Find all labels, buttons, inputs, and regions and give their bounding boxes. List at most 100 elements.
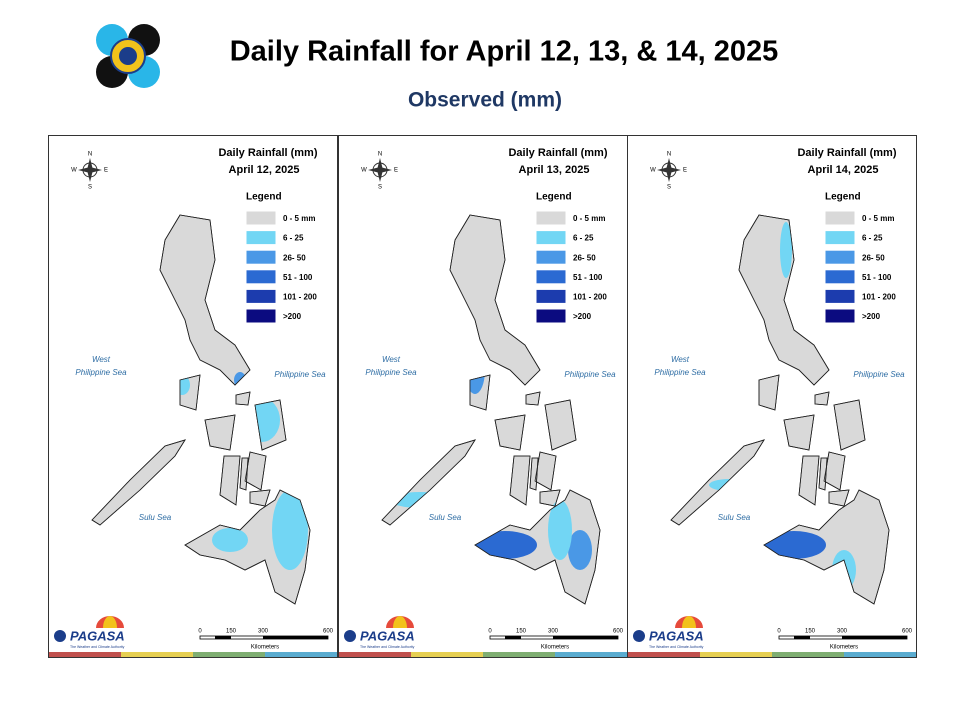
boundary	[449, 214, 541, 386]
compass-s: S	[667, 185, 671, 191]
logo-mark	[344, 630, 356, 642]
compass-e: E	[104, 168, 108, 174]
compass-s: S	[378, 185, 382, 191]
legend-label: 6 - 25	[862, 234, 883, 243]
compass-star	[78, 158, 102, 182]
boundary	[244, 451, 267, 491]
compass-n: N	[88, 152, 92, 158]
legend-label: 0 - 5 mm	[862, 214, 894, 223]
footer-stripe	[844, 652, 916, 657]
scale-segment	[215, 636, 231, 639]
legend-swatch	[535, 308, 567, 324]
boundary	[833, 399, 866, 451]
logo-name: PAGASA	[70, 628, 125, 643]
legend-label: 0 - 5 mm	[283, 214, 315, 223]
compass-w: W	[650, 168, 656, 174]
map-panel: N S E W Daily Rainfall (mm) April 14, 2025 Leg…	[627, 135, 917, 658]
sea-label: Philippine Sea	[853, 370, 905, 379]
boundary	[529, 457, 539, 491]
boundary	[469, 374, 491, 411]
logo-mark	[633, 630, 645, 642]
legend-label: >200	[283, 312, 302, 321]
boundary	[494, 414, 526, 451]
legend-title: Legend	[536, 192, 572, 203]
rainfall-area	[212, 528, 248, 552]
footer-stripe	[193, 652, 265, 657]
compass-n: N	[378, 152, 382, 158]
scale-label: 150	[226, 629, 237, 635]
sea-label: West	[671, 355, 690, 364]
boundary	[818, 457, 828, 491]
footer-stripe	[628, 652, 700, 657]
boundary	[159, 214, 251, 386]
rainfall-area	[762, 531, 826, 559]
boundary	[254, 399, 287, 451]
sea-label: Philippine Sea	[274, 370, 326, 379]
legend-swatch	[535, 230, 567, 246]
scale-unit: Kilometers	[251, 645, 279, 651]
legend-swatch	[245, 230, 277, 246]
rainfall-area	[780, 222, 792, 278]
boundary	[184, 489, 311, 605]
sea-label: Sulu Sea	[139, 513, 172, 522]
boundary	[525, 391, 541, 406]
boundary	[249, 489, 271, 507]
panel-heading: Daily Rainfall (mm)	[508, 147, 607, 159]
boundary	[204, 414, 236, 451]
scale-segment	[842, 636, 907, 639]
scale-segment	[794, 636, 810, 639]
logo-tagline: The Weather and Climate Authority	[360, 645, 415, 649]
footer-stripe	[265, 652, 337, 657]
sea-label: West	[382, 355, 401, 364]
logo-umbrella	[103, 616, 117, 628]
footer-stripe	[555, 652, 627, 657]
panel-date: April 14, 2025	[808, 164, 879, 176]
legend-label: 6 - 25	[283, 234, 304, 243]
sea-label: Philippine Sea	[564, 370, 616, 379]
boundary	[91, 439, 186, 526]
legend-swatch	[245, 288, 277, 304]
legend-swatch	[824, 230, 856, 246]
legend-swatch	[824, 308, 856, 324]
legend-label: 51 - 100	[573, 273, 603, 282]
legend-swatch	[245, 269, 277, 285]
boundary	[509, 455, 531, 506]
boundary	[179, 374, 201, 411]
logo-tagline: The Weather and Climate Authority	[649, 645, 704, 649]
footer-stripe	[121, 652, 193, 657]
footer-stripe	[772, 652, 844, 657]
panel-date: April 13, 2025	[519, 164, 590, 176]
logo-umbrella	[682, 616, 696, 628]
boundary	[239, 457, 249, 491]
boundary	[219, 455, 241, 506]
scale-label: 300	[548, 629, 559, 635]
scale-segment	[553, 636, 618, 639]
legend-swatch	[535, 249, 567, 265]
legend-swatch	[245, 249, 277, 265]
compass-w: W	[71, 168, 77, 174]
legend-swatch	[245, 210, 277, 226]
compass-w: W	[361, 168, 367, 174]
boundary	[763, 489, 890, 605]
scale-label: 600	[902, 629, 913, 635]
legend-swatch	[535, 210, 567, 226]
logo-mark	[54, 630, 66, 642]
slide-title: Daily Rainfall for April 12, 13, & 14, 2…	[230, 36, 779, 68]
rainfall-area	[548, 500, 572, 560]
philippines-map	[381, 214, 601, 605]
logo-umbrella	[393, 616, 407, 628]
seal-core	[119, 47, 137, 65]
legend-label: 6 - 25	[573, 234, 594, 243]
legend-swatch	[824, 288, 856, 304]
agency-seal	[96, 24, 160, 88]
philippines-map	[670, 214, 890, 605]
legend-label: 26- 50	[283, 253, 306, 262]
scale-segment	[263, 636, 328, 639]
logo-name: PAGASA	[360, 628, 415, 643]
scale-unit: Kilometers	[541, 645, 569, 651]
boundary	[670, 439, 765, 526]
sea-label: Philippine Sea	[654, 368, 706, 377]
footer-stripe	[483, 652, 555, 657]
footer-stripe	[49, 652, 121, 657]
